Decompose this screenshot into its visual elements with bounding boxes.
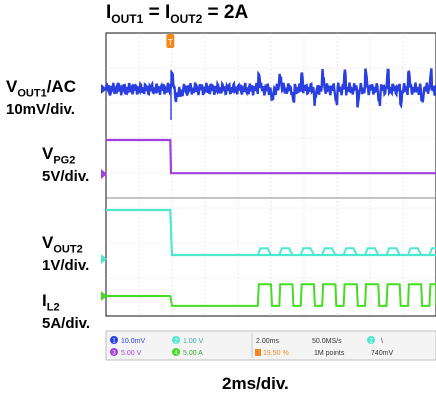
channel-markers [101,84,107,301]
status-record-length: 1M points [314,350,345,357]
vout2-ripple [321,247,337,256]
label-vpg2: VPG2 5V/div. [42,144,90,186]
status-trigger-ch-num: 2 [369,339,373,345]
vout2-ripple [364,247,380,256]
label-il2: IL2 5A/div. [42,291,91,333]
chart-title: IOUT1 = IOUT2 = 2A [106,2,249,26]
status-bar-bg [105,330,436,361]
trace-vout2 [106,208,436,257]
vout2-ripple [278,247,294,256]
status-ch2-badge [172,336,180,344]
trigger-icon-label: T [168,38,173,47]
x-axis-label: 2ms/div. [222,374,289,393]
status-ch3-value: 5.00 V [121,350,142,357]
vout2-ripple [299,247,315,256]
trigger-marker: T [166,34,175,48]
vout2-ripple [342,247,358,256]
status-bar: 1 10.0mV 2 1.00 V 3 5.00 V 4 5.00 A 2.00ms 19.50 … [105,330,436,361]
status-ch4-badge [172,348,180,356]
vout2-ripple [407,247,423,256]
status-ch1-value: 10.0mV [121,338,145,345]
trace-il2 [106,283,436,307]
vout2-ripple [256,247,272,256]
status-ch3-num: 3 [112,351,116,357]
status-ch4-num: 4 [174,351,178,357]
label-vout2: VOUT2 1V/div. [42,233,90,275]
status-ch2-num: 2 [174,339,178,345]
channel-marker-3 [101,169,107,179]
status-trigger-level: 740mV [371,350,394,357]
label-vout1: VOUT1/AC 10mV/div. [6,77,76,119]
trace-vout1 [104,68,436,110]
status-ch3-badge [110,348,118,356]
status-ch4-value: 5.00 A [183,350,203,357]
status-sample-rate: 50.0MS/s [312,338,342,345]
trigger-icon [166,34,175,48]
status-trigger-icon [255,349,261,356]
status-trigger-pos: 19.50 % [263,350,289,357]
status-ch1-badge [110,336,118,344]
status-ch1-num: 1 [112,339,116,345]
status-trigger-slope: \ [381,338,383,345]
trace-vpg2 [106,138,436,175]
status-trigger-ch-badge [367,336,375,344]
channel-marker-1 [101,84,107,94]
channel-marker-4 [101,291,107,301]
status-ch2-value: 1.00 V [183,338,204,345]
status-timebase: 2.00ms [256,338,279,345]
channel-marker-2 [101,254,107,264]
vout2-ripple [385,247,401,256]
plot-area [105,32,436,317]
